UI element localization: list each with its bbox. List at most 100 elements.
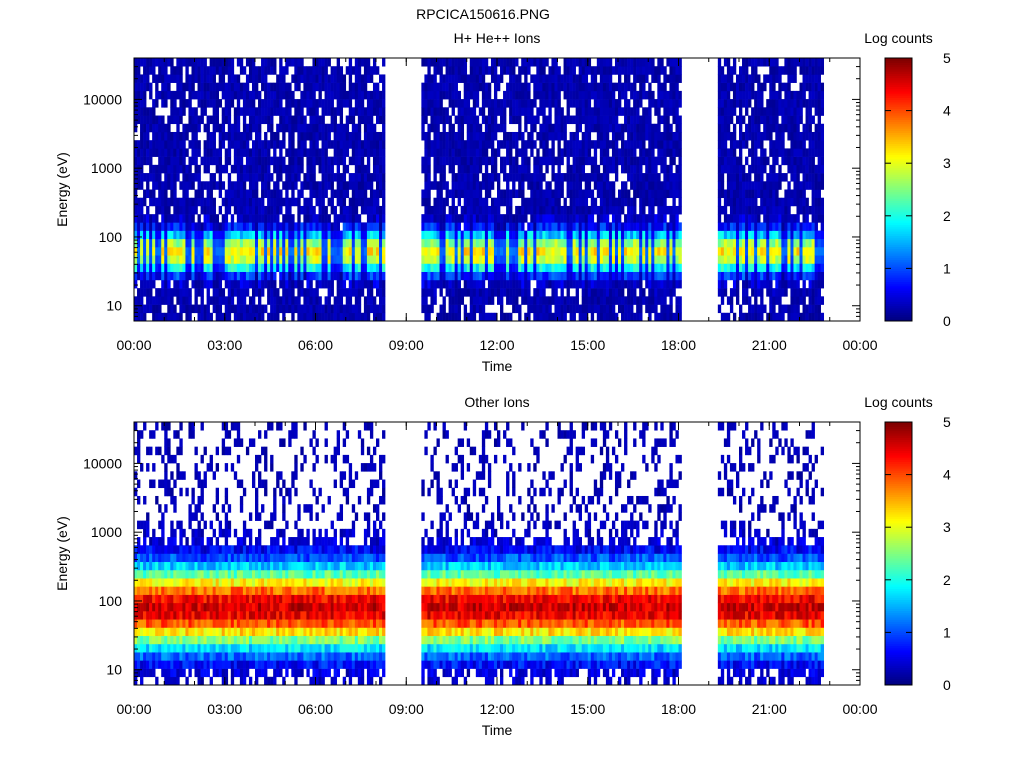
spectrogram-cell (134, 107, 138, 116)
spectrogram-cell (723, 279, 728, 289)
spectrogram-cell (427, 140, 431, 149)
spectrogram-cell (227, 222, 232, 231)
spectrogram-cell (530, 148, 534, 157)
spectrogram-cell (581, 214, 586, 223)
spectrogram-cell (137, 271, 141, 281)
spectrogram-cell (436, 230, 440, 240)
spectrogram-cell (273, 230, 277, 240)
spectrogram-cell (339, 197, 344, 207)
spectrogram-cell (264, 58, 268, 67)
spectrogram-cell (303, 148, 307, 157)
spectrogram-cell (194, 148, 198, 157)
spectrogram-cell (548, 148, 552, 157)
spectrogram-cell (309, 238, 313, 248)
spectrogram-cell (554, 288, 558, 297)
spectrogram-cell (518, 99, 522, 108)
spectrogram-cell (539, 205, 543, 215)
spectrogram-cell (614, 173, 619, 182)
spectrogram-cell (161, 296, 165, 305)
spectrogram-cell (493, 312, 498, 322)
spectrogram-cell (242, 312, 247, 322)
spectrogram-cell (460, 99, 465, 108)
spectrogram-cell (509, 189, 513, 199)
spectrogram-cell (146, 238, 150, 248)
spectrogram-cell (318, 238, 322, 248)
spectrogram-cell (618, 82, 622, 92)
spectrogram-cell (276, 205, 280, 215)
spectrogram-cell (439, 271, 443, 281)
spectrogram-cell (267, 263, 271, 272)
spectrogram-cell (669, 263, 673, 272)
spectrogram-cell (215, 148, 220, 157)
spectrogram-cell (421, 123, 425, 133)
spectrogram-cell (270, 255, 274, 264)
spectrogram-cell (463, 115, 468, 125)
spectrogram-cell (481, 90, 486, 100)
spectrogram-cell (354, 181, 359, 190)
spectrogram-cell (339, 123, 344, 133)
spectrogram-cell (140, 271, 144, 281)
spectrogram-cell (557, 296, 561, 305)
spectrogram-cell (515, 296, 519, 305)
spectrogram-cell (288, 304, 292, 314)
spectrogram-cell (251, 205, 256, 215)
spectrogram-cell (376, 131, 380, 141)
spectrogram-cell (545, 222, 549, 231)
spectrogram-cell (575, 131, 579, 141)
spectrogram-cell (539, 214, 543, 223)
spectrogram-cell (557, 197, 561, 207)
spectrogram-cell (445, 156, 449, 166)
spectrogram-cell (611, 115, 616, 125)
spectrogram-cell (442, 279, 446, 289)
spectrogram-cell (363, 247, 368, 256)
spectrogram-cell (484, 263, 489, 272)
spectrogram-cell (209, 271, 213, 281)
spectrogram-cell (542, 288, 546, 297)
spectrogram-cell (176, 279, 180, 289)
spectrogram-cell (258, 304, 262, 314)
spectrogram-cell (424, 197, 428, 207)
spectrogram-cell (327, 263, 331, 272)
spectrogram-cell (248, 107, 253, 116)
spectrogram-cell (560, 214, 564, 223)
spectrogram-cell (137, 99, 141, 108)
spectrogram-cell (732, 230, 737, 240)
spectrogram-cell (264, 66, 268, 75)
spectrogram-cell (309, 197, 313, 207)
spectrogram-cell (152, 189, 156, 199)
spectrogram-cell (152, 214, 156, 223)
spectrogram-cell (336, 58, 340, 67)
spectrogram-cell (185, 123, 189, 133)
spectrogram-cell (433, 205, 437, 215)
spectrogram-cell (506, 173, 510, 182)
spectrogram-cell (230, 222, 235, 231)
spectrogram-cell (182, 173, 186, 182)
spectrogram-cell (575, 214, 579, 223)
spectrogram-cell (312, 247, 316, 256)
spectrogram-cell (176, 238, 180, 248)
spectrogram-cell (457, 123, 461, 133)
spectrogram-cell (245, 263, 250, 272)
spectrogram-cell (218, 304, 223, 314)
spectrogram-cell (720, 123, 725, 133)
spectrogram-cell (366, 214, 371, 223)
spectrogram-cell (345, 66, 350, 75)
spectrogram-cell (530, 107, 534, 116)
spectrogram-cell (518, 230, 522, 240)
spectrogram-cell (533, 263, 537, 272)
spectrogram-cell (282, 263, 286, 272)
spectrogram-cell (472, 304, 477, 314)
spectrogram-cell (248, 66, 253, 75)
spectrogram-cell (134, 173, 138, 182)
spectrogram-cell (639, 189, 643, 199)
spectrogram-cell (366, 247, 371, 256)
spectrogram-cell (363, 263, 368, 272)
spectrogram-cell (179, 222, 183, 231)
spectrogram-cell (512, 164, 516, 174)
spectrogram-cell (363, 181, 368, 190)
spectrogram-cell (261, 271, 265, 281)
spectrogram-cell (164, 156, 168, 166)
spectrogram-cell (427, 271, 431, 281)
spectrogram-cell (137, 140, 141, 149)
spectrogram-cell (303, 123, 307, 133)
